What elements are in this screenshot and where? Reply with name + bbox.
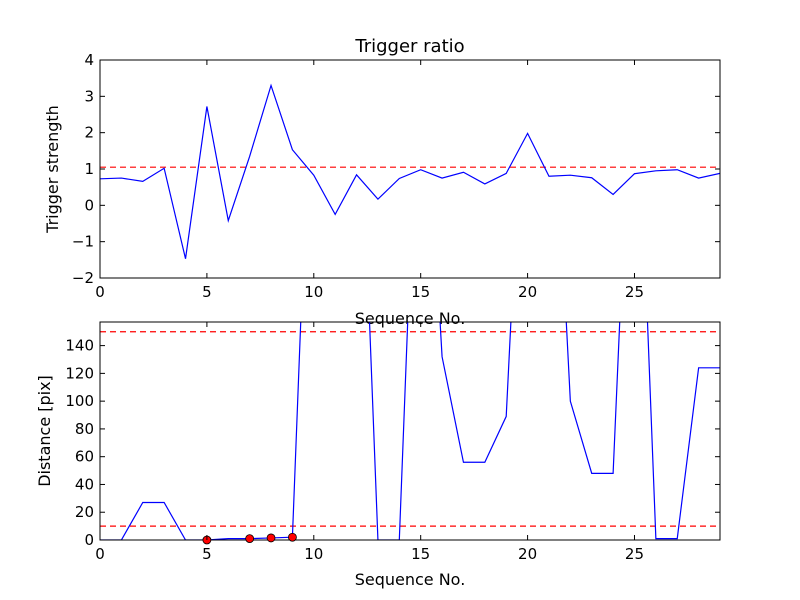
x-tick-label: 15 — [411, 283, 430, 301]
x-tick-label: 10 — [304, 545, 323, 563]
axis-ticks: 0 5 10 15 20 25 0 20 40 60 80 100 120 140 — [65, 322, 720, 563]
y-axis-label: Trigger strength — [43, 105, 62, 234]
x-tick-label: 0 — [95, 283, 105, 301]
axis-ticks: 0 5 10 15 20 25 −2 −1 0 1 2 3 4 — [72, 51, 720, 301]
chart-distance: 0 5 10 15 20 25 0 20 40 60 80 100 120 140 Sequence No… — [35, 321, 721, 589]
y-axis-label: Distance [pix] — [35, 375, 54, 487]
y-tick-label: 60 — [75, 448, 94, 466]
y-tick-label: 80 — [75, 420, 94, 438]
x-tick-label: 15 — [411, 545, 430, 563]
data-point-marker — [266, 533, 276, 543]
y-tick-label: −1 — [72, 233, 94, 251]
y-tick-label: 100 — [65, 392, 94, 410]
series-line-0 — [100, 322, 720, 540]
y-tick-label: 140 — [65, 337, 94, 355]
y-tick-label: 0 — [84, 196, 94, 214]
plot-frame — [99, 321, 721, 541]
y-tick-label: 40 — [75, 475, 94, 493]
data-point-marker — [245, 534, 255, 544]
y-tick-label: 2 — [84, 124, 94, 142]
x-tick-label: 20 — [518, 545, 537, 563]
y-tick-label: 4 — [84, 51, 94, 69]
y-tick-label: 120 — [65, 364, 94, 382]
y-tick-label: −2 — [72, 269, 94, 287]
y-tick-label: 3 — [84, 87, 94, 105]
plot-area — [100, 322, 720, 540]
x-tick-label: 5 — [202, 283, 212, 301]
x-tick-label: 0 — [95, 545, 105, 563]
y-tick-label: 1 — [84, 160, 94, 178]
y-tick-label: 0 — [84, 531, 94, 549]
chart-title: Trigger ratio — [354, 36, 464, 57]
x-tick-label: 25 — [625, 545, 644, 563]
x-tick-label: 25 — [625, 283, 644, 301]
series-line-0 — [100, 83, 720, 259]
y-tick-label: 20 — [75, 503, 94, 521]
chart-trigger-ratio: Trigger ratio 0 5 10 15 20 25 −2 −1 0 1 2 3 4 Sequen… — [43, 36, 721, 328]
data-point-marker — [288, 532, 297, 542]
plot-area — [100, 83, 720, 259]
x-tick-label: 5 — [202, 545, 212, 563]
x-axis-label: Sequence No. — [355, 570, 466, 589]
x-axis-label: Sequence No. — [355, 309, 466, 328]
x-tick-label: 20 — [518, 283, 537, 301]
x-tick-label: 10 — [304, 283, 323, 301]
